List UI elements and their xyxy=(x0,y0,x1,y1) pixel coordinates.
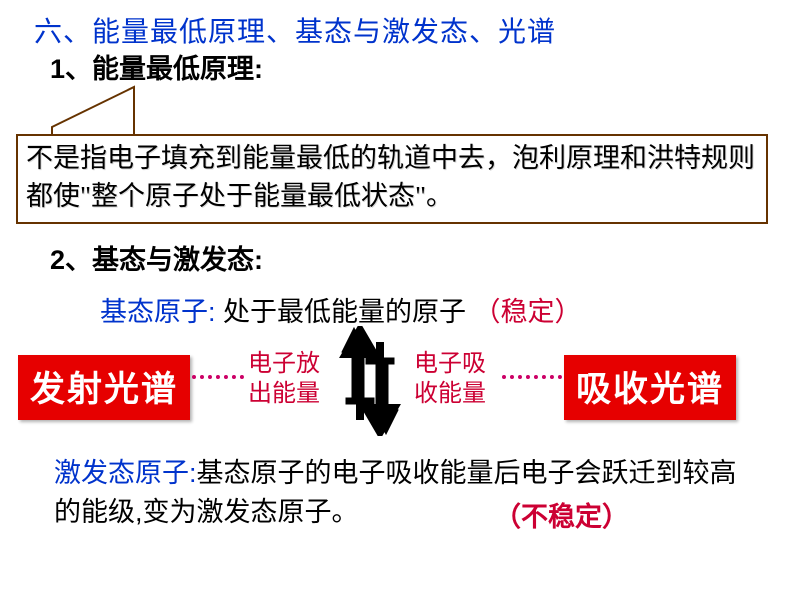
electron-release-label: 电子放 出能量 xyxy=(248,349,320,409)
transition-arrows xyxy=(330,326,410,436)
dotted-connector-right xyxy=(502,375,562,379)
emission-spectrum-box: 发射光谱 xyxy=(18,355,190,420)
ground-state-note: （稳定） xyxy=(474,297,582,327)
page-title: 六、能量最低原理、基态与激发态、光谱 xyxy=(34,10,556,50)
ground-state-desc: 处于最低能量的原子 xyxy=(223,297,474,327)
excited-state-line: 激发态原子:基态原子的电子吸收能量后电子会跃迁到较高的能级,变为激发态原子。 xyxy=(54,454,754,532)
release-line2: 出能量 xyxy=(248,380,320,407)
dotted-connector-left xyxy=(192,375,244,379)
section-2-heading: 2、基态与激发态: xyxy=(50,238,263,277)
excited-state-note: （不稳定） xyxy=(494,495,629,534)
ground-state-label: 基态原子: xyxy=(100,297,216,327)
ground-state-line: 基态原子: 处于最低能量的原子 （稳定） xyxy=(100,290,582,329)
excited-state-label: 激发态原子: xyxy=(54,458,197,488)
absorption-spectrum-box: 吸收光谱 xyxy=(564,355,736,420)
absorb-line2: 收能量 xyxy=(414,380,486,407)
principle-box: 不是指电子填充到能量最低的轨道中去，泡利原理和洪特规则都使"整个原子处于能量最低… xyxy=(16,134,768,224)
release-line1: 电子放 xyxy=(248,350,320,377)
electron-absorb-label: 电子吸 收能量 xyxy=(414,349,486,409)
section-1-heading: 1、能量最低原理: xyxy=(50,47,263,86)
callout-triangle xyxy=(48,83,138,139)
absorb-line1: 电子吸 xyxy=(414,350,486,377)
